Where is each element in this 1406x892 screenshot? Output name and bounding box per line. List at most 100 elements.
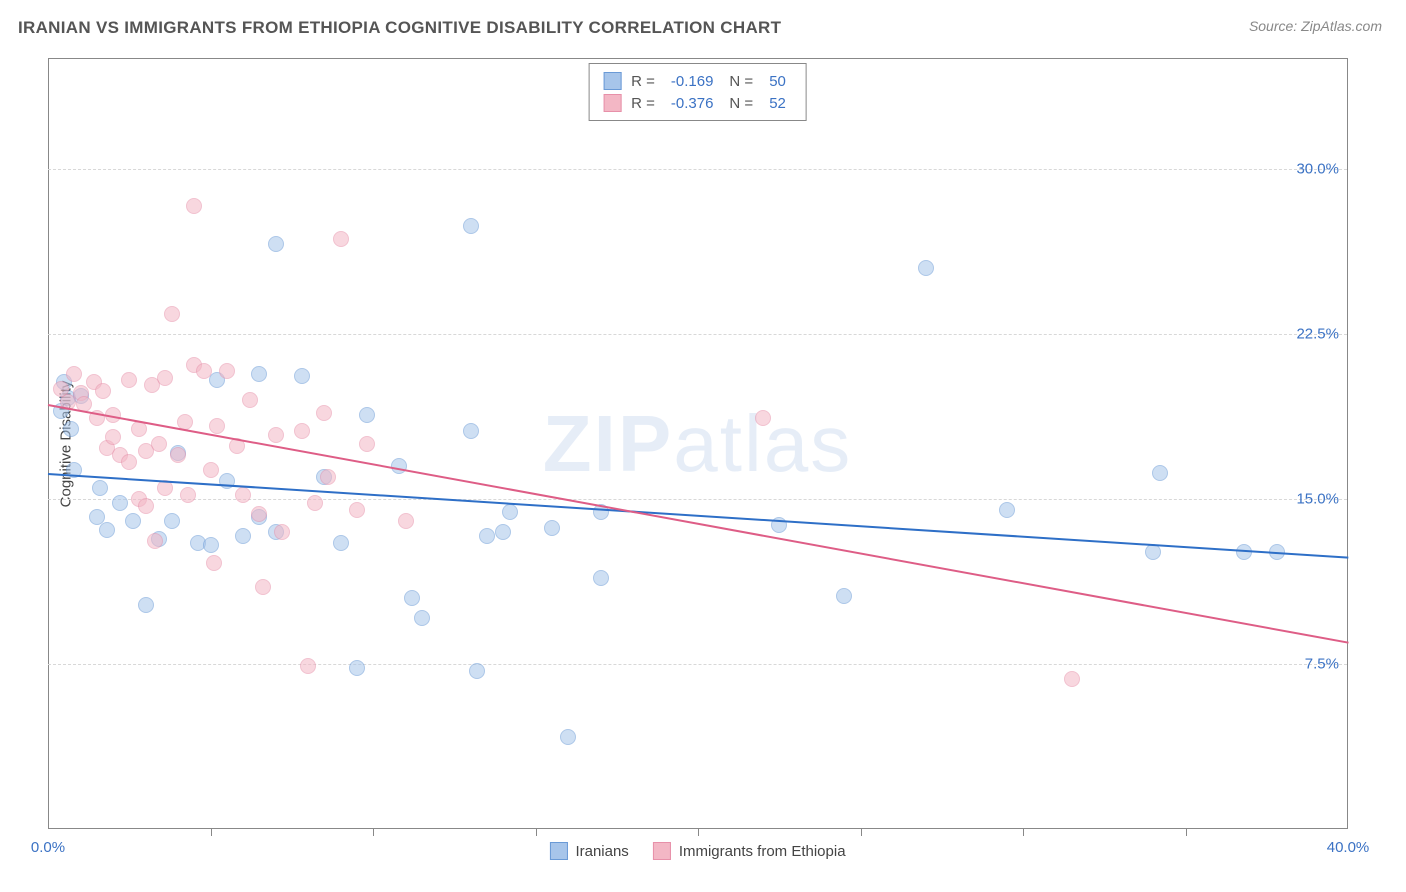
scatter-point <box>307 495 323 511</box>
scatter-point <box>138 597 154 613</box>
trend-line <box>48 404 1348 644</box>
series-a-n-value: 50 <box>763 73 792 90</box>
series-b-swatch <box>603 94 621 112</box>
scatter-point <box>203 462 219 478</box>
scatter-point <box>414 610 430 626</box>
scatter-point <box>151 436 167 452</box>
scatter-point <box>320 469 336 485</box>
scatter-point <box>203 537 219 553</box>
scatter-point <box>294 423 310 439</box>
stats-legend-box: R = -0.169 N = 50 R = -0.376 N = 52 <box>588 63 807 121</box>
r-label: R = <box>631 73 655 90</box>
watermark-bold: ZIP <box>543 399 673 488</box>
legend-item: Immigrants from Ethiopia <box>653 842 846 860</box>
series-b-n-value: 52 <box>763 95 792 112</box>
scatter-point <box>469 663 485 679</box>
scatter-point <box>463 218 479 234</box>
series-b-swatch <box>653 842 671 860</box>
scatter-point <box>398 513 414 529</box>
scatter-point <box>66 366 82 382</box>
watermark: ZIPatlas <box>543 398 852 490</box>
scatter-point <box>147 533 163 549</box>
y-tick-label: 22.5% <box>1296 326 1339 343</box>
scatter-point <box>359 407 375 423</box>
scatter-point <box>206 555 222 571</box>
scatter-point <box>333 535 349 551</box>
scatter-point <box>180 487 196 503</box>
x-minor-tick <box>211 828 212 836</box>
source-credit: Source: ZipAtlas.com <box>1249 18 1382 34</box>
scatter-point <box>92 480 108 496</box>
x-minor-tick <box>536 828 537 836</box>
scatter-point <box>479 528 495 544</box>
scatter-point <box>755 410 771 426</box>
x-tick-label: 0.0% <box>31 839 65 856</box>
series-a-r-value: -0.169 <box>665 73 720 90</box>
stats-row: R = -0.169 N = 50 <box>603 70 792 92</box>
scatter-point <box>294 368 310 384</box>
scatter-point <box>164 306 180 322</box>
scatter-point <box>121 454 137 470</box>
scatter-point <box>918 260 934 276</box>
scatter-point <box>359 436 375 452</box>
scatter-point <box>1152 465 1168 481</box>
n-label: N = <box>729 73 753 90</box>
scatter-point <box>502 504 518 520</box>
y-tick-label: 30.0% <box>1296 161 1339 178</box>
scatter-point <box>274 524 290 540</box>
legend-item: Iranians <box>549 842 628 860</box>
scatter-point <box>186 198 202 214</box>
x-minor-tick <box>373 828 374 836</box>
x-minor-tick <box>698 828 699 836</box>
series-a-swatch <box>549 842 567 860</box>
plot-area: Cognitive Disability ZIPatlas R = -0.169… <box>48 58 1348 828</box>
x-minor-tick <box>1023 828 1024 836</box>
scatter-point <box>316 405 332 421</box>
scatter-point <box>125 513 141 529</box>
legend-label-a: Iranians <box>575 843 628 860</box>
scatter-point <box>391 458 407 474</box>
scatter-point <box>268 427 284 443</box>
scatter-point <box>235 487 251 503</box>
chart-title: IRANIAN VS IMMIGRANTS FROM ETHIOPIA COGN… <box>18 18 781 38</box>
scatter-point <box>268 236 284 252</box>
scatter-point <box>219 363 235 379</box>
n-label: N = <box>729 95 753 112</box>
y-tick-label: 7.5% <box>1305 656 1339 673</box>
scatter-point <box>170 447 186 463</box>
r-label: R = <box>631 95 655 112</box>
series-b-r-value: -0.376 <box>665 95 720 112</box>
scatter-point <box>235 528 251 544</box>
x-minor-tick <box>861 828 862 836</box>
scatter-point <box>112 495 128 511</box>
scatter-point <box>593 570 609 586</box>
scatter-point <box>164 513 180 529</box>
x-minor-tick <box>1186 828 1187 836</box>
scatter-point <box>63 421 79 437</box>
scatter-point <box>349 660 365 676</box>
y-tick-label: 15.0% <box>1296 491 1339 508</box>
scatter-point <box>105 429 121 445</box>
scatter-point <box>300 658 316 674</box>
scatter-point <box>495 524 511 540</box>
scatter-point <box>219 473 235 489</box>
gridline <box>48 664 1347 665</box>
scatter-point <box>196 363 212 379</box>
scatter-point <box>999 502 1015 518</box>
gridline <box>48 334 1347 335</box>
scatter-point <box>1064 671 1080 687</box>
scatter-point <box>836 588 852 604</box>
scatter-point <box>121 372 137 388</box>
legend-label-b: Immigrants from Ethiopia <box>679 843 846 860</box>
scatter-point <box>251 366 267 382</box>
bottom-legend: Iranians Immigrants from Ethiopia <box>549 842 845 860</box>
series-a-swatch <box>603 72 621 90</box>
scatter-point <box>404 590 420 606</box>
x-tick-label: 40.0% <box>1327 839 1370 856</box>
gridline <box>48 169 1347 170</box>
scatter-point <box>99 522 115 538</box>
scatter-point <box>95 383 111 399</box>
scatter-point <box>333 231 349 247</box>
scatter-point <box>138 498 154 514</box>
stats-row: R = -0.376 N = 52 <box>603 92 792 114</box>
